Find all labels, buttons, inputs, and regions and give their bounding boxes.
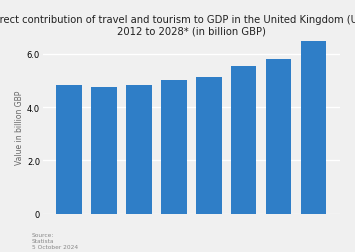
Bar <box>266 59 291 214</box>
Bar <box>126 85 152 214</box>
Bar <box>91 88 116 214</box>
Bar <box>161 80 186 214</box>
Bar <box>56 86 82 214</box>
Bar <box>196 78 222 214</box>
Title: Direct contribution of travel and tourism to GDP in the United Kingdom (UK) from: Direct contribution of travel and touris… <box>0 15 355 37</box>
Y-axis label: Value in billion GBP: Value in billion GBP <box>15 91 24 165</box>
Bar <box>231 67 257 214</box>
Text: Source:
Statista
5 October 2024: Source: Statista 5 October 2024 <box>32 232 78 249</box>
Bar <box>301 36 327 214</box>
